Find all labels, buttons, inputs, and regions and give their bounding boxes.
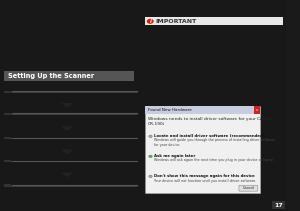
Bar: [146, 107, 261, 194]
Bar: [272, 201, 285, 209]
Text: Found New Hardware: Found New Hardware: [148, 108, 192, 111]
FancyBboxPatch shape: [239, 185, 258, 191]
Bar: [146, 106, 260, 114]
Text: Ask me again later: Ask me again later: [154, 154, 195, 157]
Bar: [254, 106, 260, 114]
Bar: [4, 91, 11, 93]
Bar: [4, 160, 11, 162]
Text: Windows needs to install driver software for your CANON
CR-190i: Windows needs to install driver software…: [148, 117, 273, 126]
Circle shape: [149, 135, 152, 138]
Bar: [0, 0, 142, 211]
Text: i: i: [149, 19, 151, 24]
Bar: [146, 106, 260, 193]
Text: x: x: [256, 108, 258, 111]
Text: Don't show this message again for this device: Don't show this message again for this d…: [154, 174, 255, 177]
Bar: [4, 137, 11, 139]
Text: Your device will not function until you install driver software.: Your device will not function until you …: [154, 179, 256, 183]
Circle shape: [147, 19, 154, 24]
Polygon shape: [61, 126, 74, 131]
Circle shape: [149, 155, 152, 158]
Text: Windows will guide you through the process of installing driver software
for you: Windows will guide you through the proce…: [154, 138, 275, 147]
Bar: [4, 113, 11, 115]
Polygon shape: [61, 103, 74, 108]
Text: 17: 17: [274, 203, 283, 208]
Bar: [143, 0, 286, 211]
Bar: [4, 71, 134, 81]
Polygon shape: [61, 149, 74, 154]
Bar: [145, 17, 283, 25]
Text: Locate and install driver software (recommended): Locate and install driver software (reco…: [154, 134, 265, 137]
Circle shape: [149, 175, 152, 178]
Text: Setting Up the Scanner: Setting Up the Scanner: [8, 73, 94, 79]
Bar: [4, 184, 11, 187]
Text: IMPORTANT: IMPORTANT: [155, 19, 196, 24]
Text: Cancel: Cancel: [242, 186, 254, 190]
Polygon shape: [61, 173, 74, 177]
Text: Windows will ask again the next time you plug in your device or log on.: Windows will ask again the next time you…: [154, 158, 274, 162]
